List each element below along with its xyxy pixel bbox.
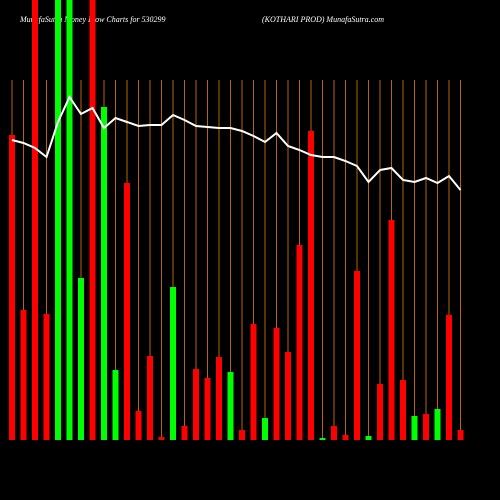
bar — [446, 315, 452, 440]
bar — [112, 370, 119, 440]
bar — [354, 271, 360, 440]
bar — [78, 278, 84, 440]
bar — [66, 0, 73, 440]
bar — [250, 324, 257, 440]
bar — [193, 369, 199, 440]
bar — [55, 0, 61, 440]
bar — [204, 378, 211, 440]
bar — [32, 0, 38, 440]
bar — [147, 356, 153, 440]
bar — [285, 352, 291, 440]
bar — [181, 426, 188, 440]
bar — [434, 409, 441, 440]
flow-line — [11, 94, 462, 191]
bar — [239, 430, 245, 440]
bar — [400, 380, 406, 440]
bar — [365, 436, 372, 440]
bar — [308, 131, 314, 440]
bar — [101, 107, 107, 440]
chart-subtitle: (KOTHARI PROD) MunafaSutra.com — [262, 15, 384, 24]
bar — [273, 328, 280, 440]
bar — [89, 0, 96, 440]
bar — [20, 310, 27, 440]
bar — [227, 372, 234, 440]
bar — [388, 220, 395, 440]
bar — [319, 438, 326, 440]
bar — [296, 245, 303, 440]
bar — [158, 437, 165, 440]
bar — [457, 430, 464, 440]
bar — [9, 135, 15, 440]
bar — [331, 426, 337, 440]
bar — [124, 183, 130, 440]
bar — [135, 411, 142, 440]
bar — [411, 416, 418, 440]
bar — [216, 357, 222, 440]
bar — [423, 414, 429, 440]
bar — [170, 287, 176, 440]
bar — [342, 435, 349, 440]
bar — [43, 314, 50, 440]
bar — [262, 418, 268, 440]
bar — [377, 384, 383, 440]
